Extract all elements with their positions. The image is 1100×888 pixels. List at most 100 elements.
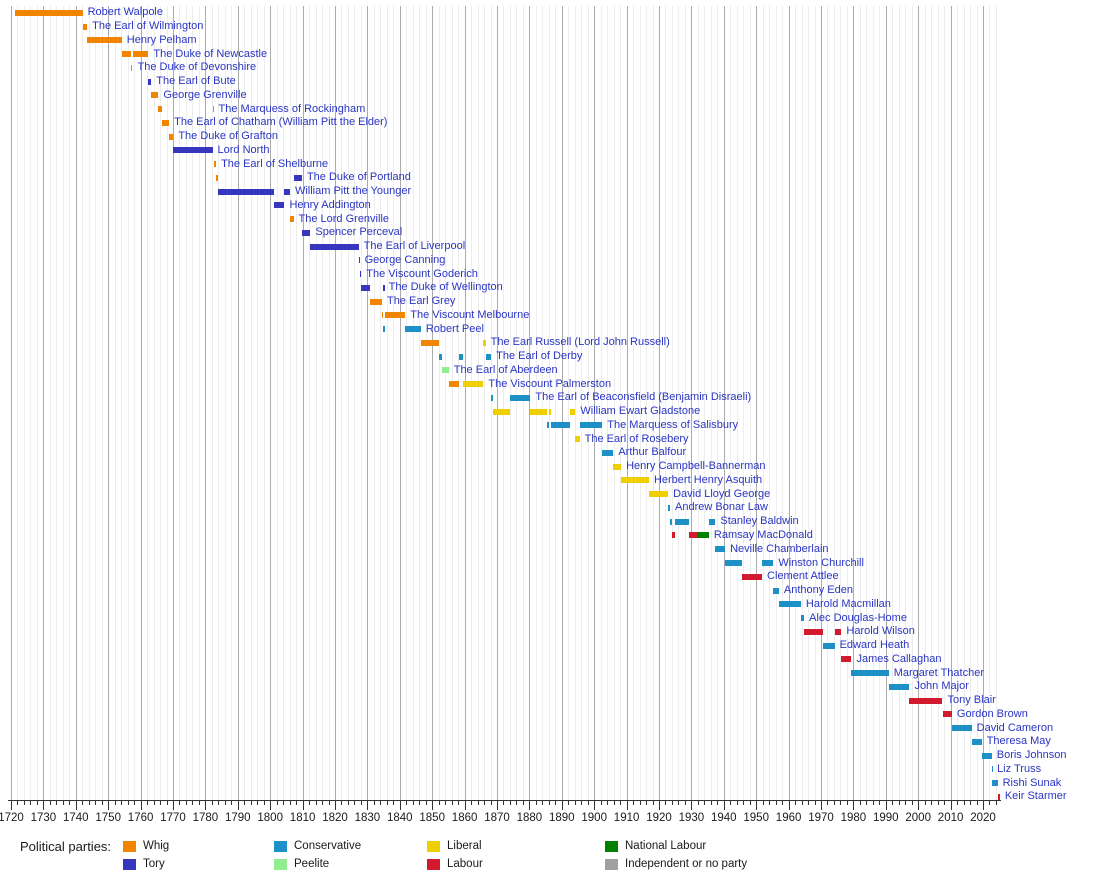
pm-label[interactable]: Henry Addington [289,198,371,211]
pm-label[interactable]: Harold Wilson [846,625,915,638]
pm-label[interactable]: The Earl of Rosebery [584,432,689,445]
pm-term-bar [82,23,88,30]
minor-gridline [179,6,181,800]
pm-term-bar [148,78,152,85]
pm-term-bar [800,615,805,622]
minor-tick [218,800,220,805]
pm-label[interactable]: Winston Churchill [778,556,864,569]
pm-label[interactable]: The Earl of Shelburne [221,157,329,170]
minor-gridline [548,6,550,800]
pm-label[interactable]: Robert Peel [425,322,484,335]
pm-label[interactable]: Herbert Henry Asquith [653,473,763,486]
pm-label[interactable]: Harold Macmillan [805,597,891,610]
pm-label[interactable]: Alec Douglas-Home [809,611,907,624]
pm-label[interactable]: Spencer Perceval [315,226,403,239]
pm-label[interactable]: Stanley Baldwin [720,515,799,528]
minor-tick [827,800,829,805]
pm-label[interactable]: The Earl of Chatham (William Pitt the El… [174,116,388,129]
minor-tick [224,800,226,805]
minor-gridline [127,6,129,800]
minor-gridline [451,6,453,800]
pm-label[interactable]: The Viscount Melbourne [410,308,530,321]
pm-label[interactable]: The Duke of Grafton [178,130,278,143]
pm-label[interactable]: Robert Walpole [87,6,163,19]
pm-label[interactable]: The Viscount Palmerston [488,377,612,390]
minor-gridline [134,6,136,800]
pm-label[interactable]: The Marquess of Salisbury [607,418,739,431]
pm-term-bar [942,711,952,718]
minor-tick [471,800,473,805]
pm-label[interactable]: The Earl Grey [386,295,456,308]
axis-year-label: 1980 [840,812,867,824]
pm-label[interactable]: Boris Johnson [996,749,1067,762]
pm-label[interactable]: William Pitt the Younger [294,185,412,198]
pm-label[interactable]: Lord North [217,143,270,156]
pm-label[interactable]: Ramsay MacDonald [713,528,813,541]
minor-gridline [678,6,680,800]
pm-label[interactable]: The Duke of Wellington [388,281,503,294]
pm-label[interactable]: George Grenville [163,88,247,101]
pm-label[interactable]: The Earl of Aberdeen [453,363,558,376]
minor-gridline [56,6,58,800]
minor-gridline [762,6,764,800]
pm-label[interactable]: Theresa May [986,735,1051,748]
axis-year-label: 1810 [289,812,316,824]
minor-tick [892,800,894,805]
pm-label[interactable]: Anthony Eden [783,584,853,596]
pm-label[interactable]: James Callaghan [856,652,942,665]
pm-term-bar [981,752,992,759]
minor-gridline [555,6,557,800]
minor-tick [931,800,933,805]
pm-label[interactable]: The Earl Russell (Lord John Russell) [490,336,670,349]
pm-label[interactable]: John Major [914,680,969,693]
pm-label[interactable]: The Earl of Beaconsfield (Benjamin Disra… [535,391,752,404]
minor-gridline [360,6,362,800]
axis-year-label: 2000 [905,812,931,824]
pm-label[interactable]: The Duke of Portland [306,171,411,184]
minor-tick [445,800,447,805]
minor-tick [697,800,699,805]
pm-label[interactable]: Gordon Brown [956,707,1028,720]
pm-term-bar [420,339,440,346]
pm-label[interactable]: Keir Starmer [1004,790,1067,803]
pm-label[interactable]: David Lloyd George [673,487,771,500]
pm-label[interactable]: The Earl of Bute [156,75,236,88]
minor-gridline [503,6,505,800]
minor-gridline [827,6,829,800]
pm-label[interactable]: The Earl of Wilmington [92,20,204,33]
pm-label[interactable]: The Earl of Liverpool [363,240,466,253]
minor-tick [438,800,440,805]
pm-label[interactable]: Henry Pelham [126,33,197,46]
pm-label[interactable]: Rishi Sunak [1002,776,1062,789]
pm-label[interactable]: Neville Chamberlain [730,542,829,555]
pm-label[interactable]: The Viscount Goderich [366,267,478,280]
pm-label[interactable]: The Earl of Derby [496,350,583,363]
pm-label[interactable]: The Lord Grenville [298,212,390,225]
pm-term-bar [358,257,361,264]
pm-term-bar [670,518,673,525]
pm-term-bar [370,298,382,305]
pm-label[interactable]: Tony Blair [947,694,996,707]
pm-label[interactable]: Arthur Balfour [618,446,687,459]
pm-term-bar [715,546,726,553]
pm-label[interactable]: The Duke of Newcastle [153,47,268,60]
pm-label[interactable]: Andrew Bonar Law [675,501,768,514]
pm-label[interactable]: The Marquess of Rockingham [218,102,366,115]
legend-label-national_labour: National Labour [625,840,707,852]
pm-term-bar [997,793,1000,800]
minor-gridline [218,6,220,800]
pm-label[interactable]: Edward Heath [839,639,910,652]
pm-label[interactable]: The Duke of Devonshire [137,61,257,74]
pm-label[interactable]: Henry Campbell-Bannerman [626,460,766,473]
pm-label[interactable]: Clement Attlee [767,570,839,583]
minor-tick [380,800,382,805]
pm-label[interactable]: William Ewart Gladstone [580,405,701,418]
pm-label[interactable]: George Canning [364,253,446,266]
minor-gridline [717,6,719,800]
pm-label[interactable]: Liz Truss [997,762,1042,775]
pm-label[interactable]: Margaret Thatcher [893,666,984,679]
pm-label[interactable]: David Cameron [976,721,1054,734]
pm-term-bar [289,216,294,223]
pm-term-bar [15,9,83,16]
minor-gridline [380,6,382,800]
